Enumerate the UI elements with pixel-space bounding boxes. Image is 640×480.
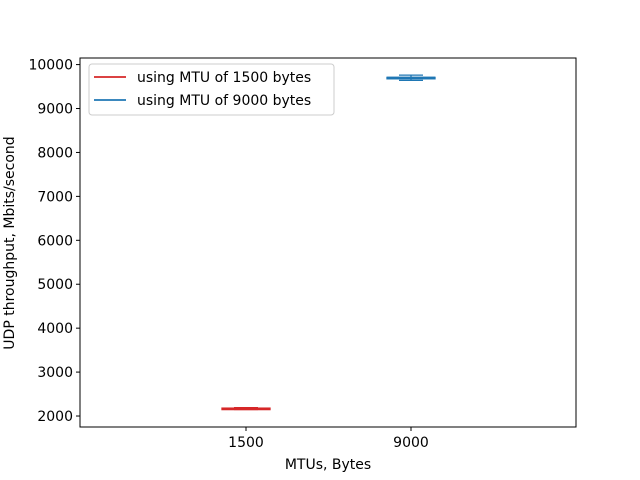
box-plot-1500 — [221, 407, 271, 411]
legend-label: using MTU of 1500 bytes — [137, 70, 311, 86]
y-tick-label: 7000 — [37, 189, 73, 205]
plot-area-frame — [79, 57, 577, 428]
x-axis: 1500 9000 — [228, 427, 429, 451]
y-tick-label: 4000 — [37, 321, 73, 337]
box-plot-9000 — [386, 74, 436, 82]
legend: using MTU of 1500 bytes using MTU of 9000… — [88, 63, 335, 116]
y-axis: 2000 3000 4000 5000 6000 7000 8000 9000 10000 — [28, 58, 80, 425]
y-tick-label: 5000 — [37, 277, 73, 293]
y-axis-label: UDP throughput, Mbits/second — [2, 136, 18, 349]
x-tick-label: 1500 — [228, 435, 264, 451]
y-tick-label: 3000 — [37, 365, 73, 381]
x-axis-label: MTUs, Bytes — [285, 457, 371, 473]
legend-label: using MTU of 9000 bytes — [137, 93, 311, 109]
legend-box — [88, 63, 335, 116]
y-tick-label: 9000 — [37, 102, 73, 118]
y-tick-label: 10000 — [28, 58, 73, 74]
box-plots — [221, 74, 436, 411]
y-tick-label: 2000 — [37, 409, 73, 425]
x-tick-label: 9000 — [393, 435, 429, 451]
y-tick-label: 6000 — [37, 233, 73, 249]
y-tick-label: 8000 — [37, 145, 73, 161]
